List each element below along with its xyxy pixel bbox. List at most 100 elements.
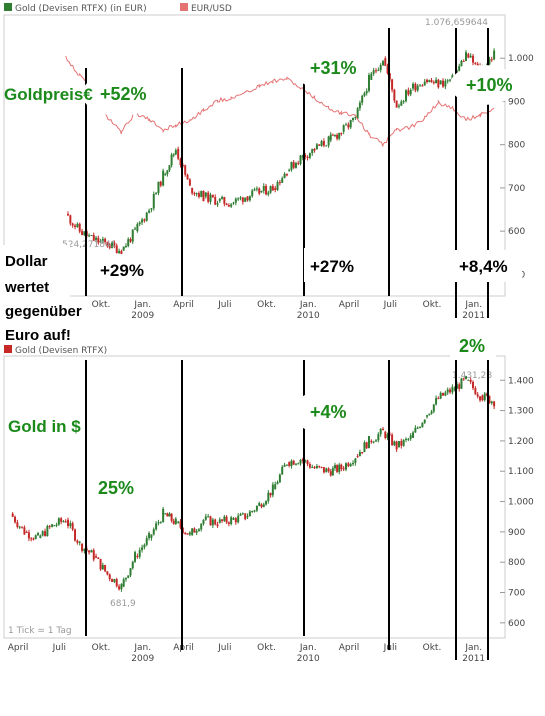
- candle-body: [166, 170, 169, 175]
- candle-body: [81, 544, 84, 551]
- candle-body: [221, 519, 224, 521]
- candle-body: [338, 133, 341, 139]
- candle-body: [432, 81, 435, 84]
- tick-note: 1 Tick = 1 Tag: [8, 626, 72, 636]
- candle-body: [421, 85, 424, 87]
- candle-body: [159, 181, 162, 186]
- candle-body: [237, 515, 240, 523]
- candle-body: [60, 518, 63, 522]
- candle-body: [148, 210, 151, 213]
- candle-body: [62, 521, 65, 523]
- bubble-p3: [450, 65, 518, 105]
- candle-body: [97, 557, 100, 559]
- candle-body: [195, 193, 198, 195]
- candle-body: [458, 384, 461, 389]
- candle-body: [216, 524, 219, 527]
- candle-body: [90, 550, 93, 553]
- x-tick-label: Jan.: [464, 300, 482, 310]
- candle-body: [221, 197, 224, 199]
- y-tick-label: 800: [508, 558, 525, 568]
- candle-body: [51, 524, 54, 527]
- candle-body: [402, 439, 405, 446]
- candle-body: [331, 468, 334, 476]
- candle-body: [97, 237, 100, 243]
- candle-body: [131, 561, 134, 569]
- candle-body: [150, 208, 153, 210]
- candle-body: [414, 427, 417, 433]
- candle-body: [306, 460, 309, 464]
- candle-body: [157, 181, 160, 194]
- candle-body: [184, 165, 187, 175]
- top-plot-frame: [3, 14, 506, 297]
- candle-body: [297, 463, 300, 465]
- candle-body: [179, 521, 182, 528]
- candle-body: [200, 191, 203, 197]
- x-tick-label: Jan.: [133, 300, 151, 310]
- candle-body: [333, 134, 336, 136]
- candle-body: [377, 434, 380, 441]
- candle-body: [345, 124, 348, 126]
- candle-body: [174, 150, 177, 155]
- y-tick-label: 1.000: [508, 54, 534, 64]
- candle-body: [207, 192, 210, 202]
- candle-body: [464, 376, 467, 379]
- candle-body: [283, 464, 286, 467]
- candle-body: [356, 108, 359, 119]
- candle-body: [439, 392, 442, 399]
- dollar-line-2: wertet: [4, 279, 49, 296]
- legend-gold-eur-swatch: [4, 3, 12, 11]
- candle-body: [419, 427, 422, 429]
- candle-body: [299, 155, 302, 164]
- candle-body: [145, 538, 148, 545]
- candle-body: [241, 197, 244, 202]
- candle-body: [397, 105, 400, 107]
- candle-body: [197, 529, 200, 532]
- candle-body: [172, 520, 175, 524]
- candle-body: [342, 125, 345, 132]
- bubble-p1: [82, 72, 158, 116]
- candle-body: [136, 556, 139, 558]
- candle-body: [155, 193, 158, 195]
- candle-body: [325, 468, 328, 473]
- candle-body: [333, 465, 336, 469]
- candle-body: [395, 441, 398, 450]
- candle-body: [338, 464, 341, 472]
- candle-body: [90, 235, 93, 237]
- candle-body: [83, 231, 86, 235]
- candle-body: [269, 186, 272, 193]
- year-label: 2010: [297, 311, 320, 321]
- candle-body: [216, 203, 219, 205]
- candle-body: [191, 187, 194, 194]
- candle-body: [340, 133, 343, 135]
- candle-body: [57, 518, 60, 525]
- year-label: 2010: [297, 654, 320, 664]
- candle-body: [88, 235, 91, 237]
- candle-body: [354, 116, 357, 118]
- candle-body: [469, 379, 472, 382]
- candle-body: [488, 395, 491, 404]
- candle-body: [375, 70, 377, 72]
- candle-body: [195, 531, 198, 533]
- year-label: 2009: [131, 654, 154, 664]
- candle-body: [365, 442, 368, 449]
- candle-body: [407, 438, 410, 440]
- candle-body: [419, 85, 422, 87]
- candle-body: [214, 519, 217, 525]
- candle-body: [444, 392, 447, 396]
- candle-body: [416, 427, 419, 429]
- candle-body: [271, 186, 274, 191]
- candle-body: [320, 466, 323, 468]
- top-chart: Gold (Devisen RTFX) (in EUR) EUR/USD 1.0…: [2, 3, 534, 347]
- candle-body: [430, 80, 433, 82]
- candle-body: [481, 395, 484, 401]
- candle-body: [329, 471, 332, 476]
- candle-body: [402, 101, 405, 103]
- annotation-p1: +52%: [100, 84, 147, 104]
- candle-body: [446, 389, 449, 393]
- candle-body: [460, 60, 463, 67]
- candle-body: [197, 193, 200, 197]
- candle-body: [251, 511, 254, 513]
- candle-body: [313, 467, 316, 469]
- candle-body: [474, 388, 477, 395]
- candle-body: [384, 58, 387, 66]
